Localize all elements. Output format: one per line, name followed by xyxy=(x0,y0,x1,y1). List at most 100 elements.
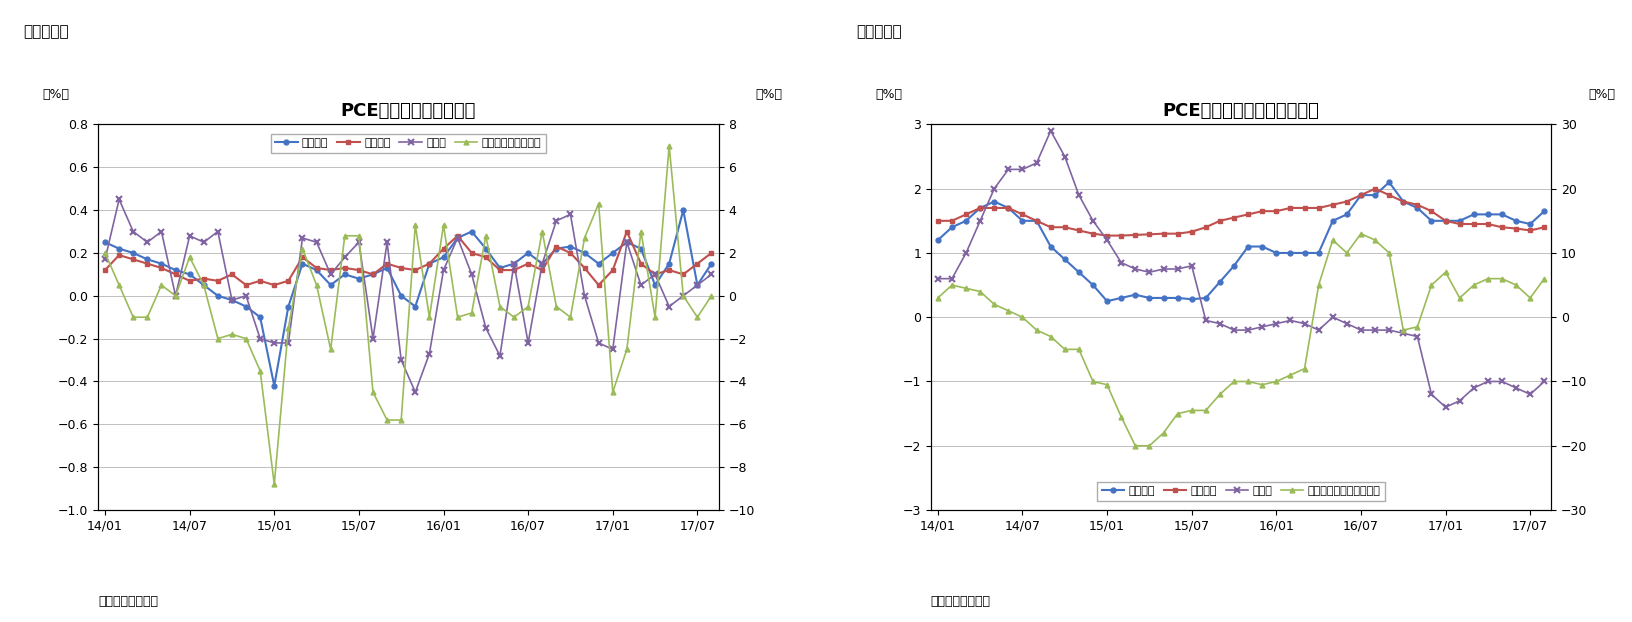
総合指数 xyxy=(180,271,199,278)
コア指数 xyxy=(1309,204,1328,211)
総合指数 xyxy=(659,260,679,267)
食料品 xyxy=(645,271,664,278)
コア指数 xyxy=(434,245,454,253)
食料品 xyxy=(1124,265,1144,272)
コア指数 xyxy=(1407,201,1426,208)
Text: （%）: （%） xyxy=(42,88,69,101)
コア指数 xyxy=(560,249,579,257)
コア指数 xyxy=(1069,226,1089,234)
食料品 xyxy=(687,281,707,289)
コア指数 xyxy=(477,254,496,261)
エネルギー（右軸） xyxy=(95,249,114,257)
エネルギー（右軸） xyxy=(504,313,524,321)
エネルギー関連（右軸） xyxy=(1519,294,1539,302)
コア指数 xyxy=(999,204,1018,211)
コア指数 xyxy=(1534,223,1554,231)
食料品 xyxy=(1449,397,1469,404)
コア指数 xyxy=(1464,220,1483,228)
エネルギー（右軸） xyxy=(292,245,312,253)
コア指数 xyxy=(1350,192,1369,199)
コア指数 xyxy=(532,266,552,274)
エネルギー（右軸） xyxy=(560,313,579,321)
コア指数 xyxy=(166,271,186,278)
エネルギー関連（右軸） xyxy=(1464,281,1483,289)
総合指数 xyxy=(1534,208,1554,215)
コア指数 xyxy=(1054,223,1074,231)
コア指数 xyxy=(152,264,171,272)
エネルギー関連（右軸） xyxy=(1350,230,1369,238)
エネルギー（右軸） xyxy=(447,313,467,321)
エネルギー関連（右軸） xyxy=(1054,346,1074,353)
総合指数 xyxy=(1449,217,1469,225)
総合指数 xyxy=(1252,243,1271,250)
Line: 食料品: 食料品 xyxy=(103,197,713,395)
総合指数 xyxy=(1421,217,1441,225)
エネルギー関連（右軸） xyxy=(1534,275,1554,282)
総合指数 xyxy=(137,256,157,263)
エネルギー（右軸） xyxy=(222,331,242,338)
食料品 xyxy=(1069,192,1089,199)
Line: 食料品: 食料品 xyxy=(935,128,1546,410)
食料品 xyxy=(927,275,947,282)
コア指数 xyxy=(1364,185,1384,192)
コア指数 xyxy=(504,266,524,274)
総合指数 xyxy=(969,204,989,211)
総合指数 xyxy=(477,245,496,253)
総合指数 xyxy=(447,234,467,242)
総合指数 xyxy=(1195,294,1214,302)
エネルギー関連（右軸） xyxy=(1082,378,1102,385)
エネルギー（右軸） xyxy=(574,234,594,242)
エネルギー関連（右軸） xyxy=(1505,281,1524,289)
エネルギー関連（右軸） xyxy=(1111,413,1131,420)
エネルギー関連（右軸） xyxy=(927,294,947,302)
食料品 xyxy=(152,228,171,235)
エネルギー（右軸） xyxy=(264,481,284,488)
食料品 xyxy=(292,234,312,242)
総合指数 xyxy=(984,198,1004,205)
エネルギー関連（右軸） xyxy=(1407,323,1426,331)
エネルギー関連（右軸） xyxy=(1421,281,1441,289)
総合指数 xyxy=(589,260,609,267)
食料品 xyxy=(1195,317,1214,324)
総合指数 xyxy=(687,281,707,289)
Text: （%）: （%） xyxy=(1588,88,1614,101)
エネルギー（右軸） xyxy=(672,292,692,300)
食料品 xyxy=(279,339,299,346)
総合指数 xyxy=(194,281,214,289)
エネルギー関連（右軸） xyxy=(1337,249,1356,257)
Text: （注）季節調整済: （注）季節調整済 xyxy=(930,595,991,608)
食料品 xyxy=(137,238,157,246)
コア指数 xyxy=(1124,231,1144,239)
エネルギー（右軸） xyxy=(547,303,566,310)
食料品 xyxy=(1082,217,1102,225)
エネルギー関連（右軸） xyxy=(1012,313,1031,321)
食料品 xyxy=(1012,165,1031,173)
総合指数 xyxy=(490,264,509,272)
コア指数 xyxy=(207,277,227,284)
総合指数 xyxy=(602,249,622,257)
食料品 xyxy=(1209,320,1229,327)
コア指数 xyxy=(1040,223,1059,231)
Text: （注）季節調整済: （注）季節調整済 xyxy=(98,595,158,608)
総合指数 xyxy=(222,296,242,304)
エネルギー（右軸） xyxy=(490,303,509,310)
食料品 xyxy=(659,303,679,310)
総合指数 xyxy=(1505,217,1524,225)
エネルギー（右軸） xyxy=(477,232,496,239)
コア指数 xyxy=(307,264,326,272)
コア指数 xyxy=(1392,198,1412,205)
エネルギー関連（右軸） xyxy=(999,307,1018,315)
食料品 xyxy=(1379,327,1399,334)
エネルギー関連（右軸） xyxy=(942,281,961,289)
総合指数 xyxy=(166,266,186,274)
エネルギー（右軸） xyxy=(362,389,382,396)
食料品 xyxy=(207,228,227,235)
食料品 xyxy=(124,228,144,235)
Text: （%）: （%） xyxy=(875,88,901,101)
食料品 xyxy=(532,260,552,267)
エネルギー関連（右軸） xyxy=(1309,281,1328,289)
食料品 xyxy=(250,335,269,342)
エネルギー（右軸） xyxy=(617,346,636,353)
エネルギー（右軸） xyxy=(137,313,157,321)
コア指数 xyxy=(1224,214,1244,221)
